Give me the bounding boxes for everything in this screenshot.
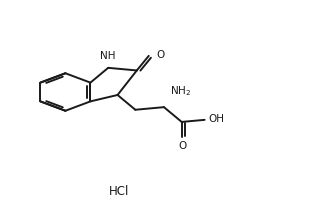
Text: HCl: HCl (109, 185, 130, 198)
Text: NH$_2$: NH$_2$ (169, 84, 191, 98)
Text: OH: OH (209, 114, 224, 124)
Text: NH: NH (100, 51, 116, 61)
Text: O: O (178, 141, 186, 151)
Text: O: O (156, 50, 164, 60)
